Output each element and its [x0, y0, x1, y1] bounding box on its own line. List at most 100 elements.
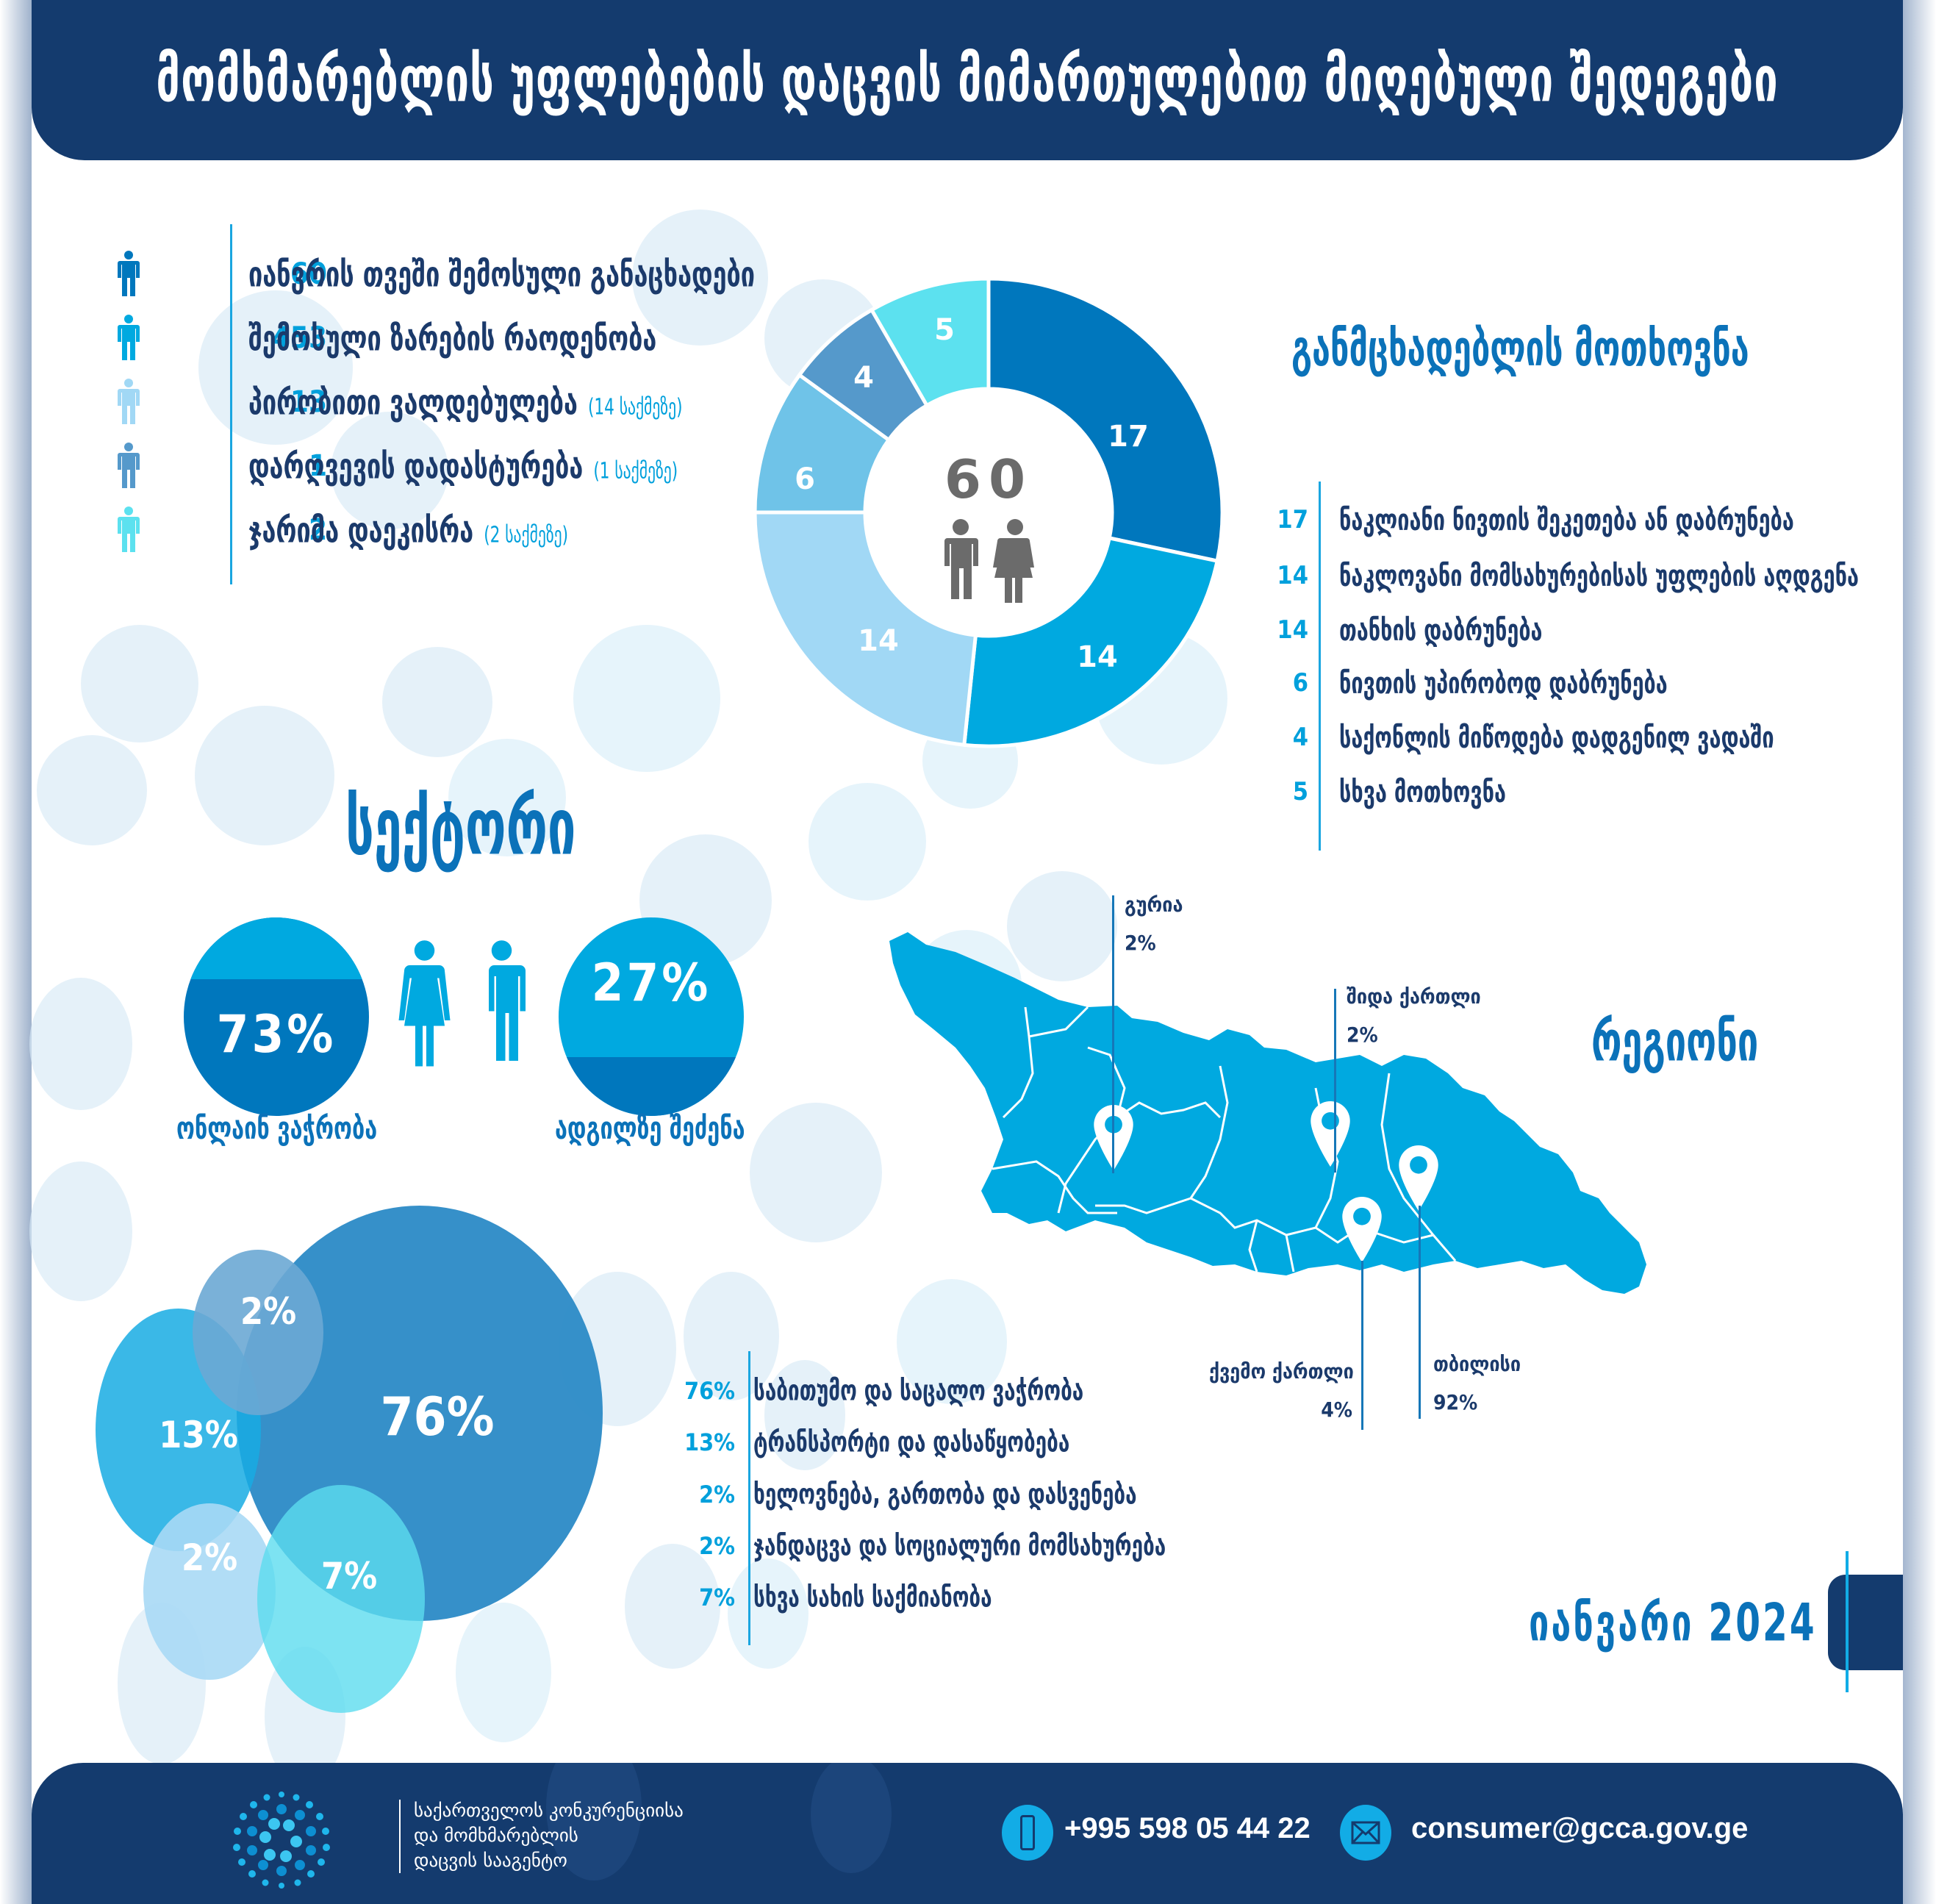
phone-number[interactable]: +995 598 05 44 22: [1064, 1812, 1311, 1844]
page-title: მომხმარებლის უფლებების დაცვის მიმართულებ…: [156, 43, 1779, 117]
requests-value: 17: [1277, 505, 1308, 534]
requests-value: 14: [1277, 615, 1308, 645]
summary-note: (14 საქმეზე): [587, 393, 683, 420]
bubble-7: [257, 1485, 425, 1713]
sectors-pct: 76%: [684, 1377, 735, 1405]
woman-icon: [398, 940, 451, 1067]
region-leader-line: [1112, 895, 1114, 1173]
date-tab: [1828, 1575, 1903, 1670]
georgia-map: [889, 932, 1646, 1294]
summary-value: 1: [308, 449, 327, 483]
donut-svg: 17 14 14 6 4 5 60: [753, 276, 1225, 748]
donut-slice-label: 6: [795, 462, 815, 496]
requests-donut-chart: 17 14 14 6 4 5 60: [752, 276, 1225, 749]
donut-slice-label: 4: [853, 361, 874, 395]
pin-icon-shida-kartli: [1311, 1100, 1350, 1167]
online-share-circle: 73%: [184, 917, 369, 1116]
donut-slice-label: 14: [1077, 640, 1118, 674]
sectors-item: 2% ხელოვნება, გართობა და დასვენება: [662, 1472, 1136, 1517]
footer: საქართველოს კონკურენციისა და მომხმარებლი…: [32, 1763, 1903, 1904]
onsite-caption: ადგილზე შეძენა: [555, 1110, 745, 1147]
donut-slice-label: 5: [934, 313, 955, 347]
page-edge-right: [1903, 0, 1936, 1904]
requests-item: 17 ნაკლიანი ნივთის შეკეთება ან დაბრუნება: [1272, 498, 1793, 542]
summary-note: (2 საქმეზე): [484, 521, 569, 548]
requests-item: 6 ნივთის უპირობოდ დაბრუნება: [1272, 661, 1668, 705]
region-label-shida-kartli: შიდა ქართლი 2%: [1347, 984, 1481, 1047]
requests-value: 6: [1292, 668, 1308, 698]
sectors-pct: 7%: [699, 1583, 735, 1611]
bubble-label: 76%: [380, 1386, 495, 1447]
summary-label: პირობითი ვალდებულება (14 საქმეზე): [248, 382, 683, 423]
sectors-divider: [748, 1351, 750, 1645]
sectors-item: 2% ჯანდაცვა და სოციალური მომსახურება: [662, 1524, 1166, 1568]
agency-name: საქართველოს კონკურენციისა და მომხმარებლი…: [414, 1800, 684, 1871]
requests-value: 14: [1277, 561, 1308, 590]
summary-item: 60 იანვრის თვეში შემოსული განაცხადები: [118, 248, 755, 300]
requests-divider: [1319, 482, 1321, 851]
donut-center-total: 60: [944, 448, 1033, 510]
summary-item: 13 პირობითი ვალდებულება (14 საქმეზე): [118, 376, 683, 428]
summary-item: 453 შემოსული ზარების რაოდენობა: [118, 312, 656, 364]
email-icon: [1340, 1805, 1391, 1861]
agency-logo-icon: [233, 1792, 330, 1889]
donut-slice-label: 14: [858, 624, 899, 658]
sectors-label: საბითუმო და საცალო ვაჭრობა: [753, 1374, 1084, 1408]
person-icon: [118, 443, 140, 488]
map-shape: [889, 932, 1646, 1294]
phone-icon: [1002, 1805, 1053, 1861]
summary-label: ჯარიმა დაეკისრა (2 საქმეზე): [248, 509, 569, 551]
sectors-label: ტრანსპორტი და დასაწყობება: [753, 1425, 1070, 1459]
sector-title: სექტორი: [345, 781, 576, 873]
pin-icon-kvemo-kartli: [1342, 1196, 1382, 1263]
summary-item: 2 ჯარიმა დაეკისრა (2 საქმეზე): [118, 504, 568, 556]
region-label-tbilisi: თბილისი 92%: [1433, 1352, 1521, 1414]
summary-value: 453: [271, 321, 327, 355]
summary-value: 13: [290, 385, 327, 419]
sectors-item: 13% ტრანსპორტი და დასაწყობება: [662, 1420, 1069, 1464]
requests-label: ნაკლოვანი მომსახურებისას უფლების აღდგენა: [1339, 558, 1859, 593]
bubble-label: 7%: [320, 1555, 378, 1597]
pin-icon-tbilisi: [1399, 1145, 1438, 1212]
bubble-label: 2%: [240, 1290, 297, 1333]
requests-label: თანხის დაბრუნება: [1339, 612, 1543, 648]
summary-value: 2: [308, 513, 327, 547]
sectors-item: 76% საბითუმო და საცალო ვაჭრობა: [662, 1369, 1083, 1413]
requests-title: განმცხადებლის მოთხოვნა: [1291, 319, 1749, 378]
requests-item: 14 თანხის დაბრუნება: [1272, 608, 1542, 652]
requests-label: ნაკლიანი ნივთის შეკეთება ან დაბრუნება: [1339, 502, 1794, 537]
summary-label: დარღვევის დადასტურება (1 საქმეზე): [248, 445, 678, 487]
page-edge-left: [0, 0, 32, 1904]
summary-label: იანვრის თვეში შემოსული განაცხადები: [248, 254, 756, 295]
date-tab-line: [1846, 1551, 1849, 1692]
requests-item: 5 სხვა მოთხოვნა: [1272, 770, 1506, 814]
sectors-pct: 2%: [699, 1532, 735, 1560]
summary-item: 1 დარღვევის დადასტურება (1 საქმეზე): [118, 440, 678, 492]
requests-label: საქონლის მიწოდება დადგენილ ვადაში: [1339, 720, 1774, 755]
region-leader-line: [1419, 1206, 1421, 1419]
man-icon: [483, 940, 526, 1061]
person-icon: [118, 251, 140, 296]
summary-note: (1 საქმეზე): [593, 457, 678, 484]
sectors-label: ხელოვნება, გართობა და დასვენება: [753, 1478, 1137, 1511]
email-address[interactable]: consumer@gcca.gov.ge: [1411, 1812, 1749, 1844]
onsite-share-circle: 27%: [559, 917, 744, 1116]
bubble-label: 13%: [159, 1414, 238, 1456]
sectors-label: ჯანდაცვა და სოციალური მომსახურება: [753, 1529, 1166, 1563]
summary-value: 60: [290, 257, 327, 291]
bubble-label: 2%: [181, 1536, 238, 1579]
region-title: რეგიონი: [1591, 1009, 1759, 1075]
header-banner: მომხმარებლის უფლებების დაცვის მიმართულებ…: [32, 0, 1903, 160]
requests-value: 4: [1292, 723, 1308, 752]
donut-slice-label: 17: [1108, 420, 1149, 454]
person-icon: [118, 315, 140, 360]
sectors-pct: 13%: [684, 1428, 735, 1456]
people-icon: [944, 519, 1034, 603]
logo-separator: [399, 1800, 401, 1873]
requests-item: 14 ნაკლოვანი მომსახურებისას უფლების აღდგე…: [1272, 554, 1859, 598]
requests-value: 5: [1292, 777, 1308, 806]
region-label-kvemo-kartli: ქვემო ქართლი 4%: [1209, 1359, 1354, 1422]
person-icon: [118, 379, 140, 424]
online-caption: ონლაინ ვაჭრობა: [176, 1110, 378, 1147]
requests-label: სხვა მოთხოვნა: [1339, 774, 1506, 809]
